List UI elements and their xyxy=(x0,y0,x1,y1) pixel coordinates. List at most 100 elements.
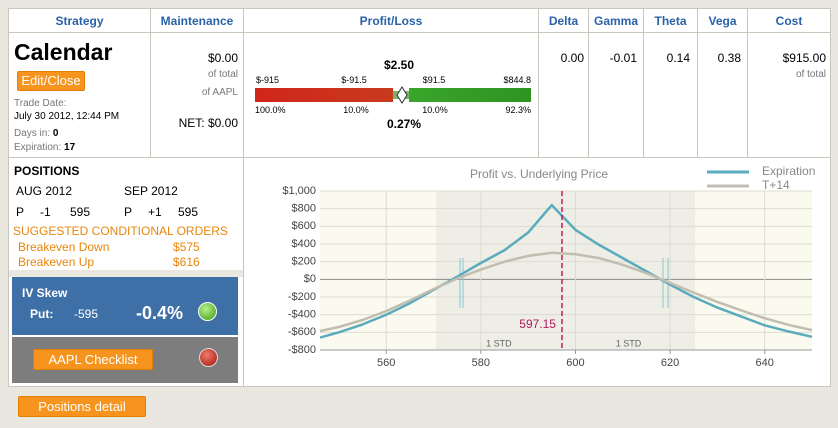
header-cell: Theta xyxy=(643,8,698,33)
gamma-value: -0.01 xyxy=(609,51,637,65)
strategy-name: Calendar xyxy=(14,39,113,65)
cost-note: of total xyxy=(795,69,826,80)
x-tick-label: 580 xyxy=(472,357,490,369)
maintenance-note: of AAPL xyxy=(201,87,238,98)
header-cell: Maintenance xyxy=(150,8,244,33)
delta-cell: 0.00 xyxy=(538,32,589,158)
price-label: 597.15 xyxy=(519,317,556,331)
header-cell: Gamma xyxy=(588,8,644,33)
checklist-button[interactable]: AAPL Checklist xyxy=(33,349,153,370)
theta-value: 0.14 xyxy=(666,51,690,65)
strategy-cell: Calendar Edit/Close Trade Date: July 30 … xyxy=(8,32,151,158)
maintenance-note: of total xyxy=(207,69,238,80)
leg-qty: +1 xyxy=(148,205,162,219)
pl-bottom-label: 92.3% xyxy=(505,105,531,115)
std-label: 1 STD xyxy=(616,338,642,348)
header-cell: Strategy xyxy=(8,8,151,33)
leg-strike: 595 xyxy=(178,205,199,219)
pl-marker xyxy=(396,86,408,104)
maintenance-cell: $0.00 of total of AAPL NET: $0.00 xyxy=(150,32,244,158)
y-tick-label: -$400 xyxy=(288,309,316,321)
profit-loss-cell: $2.50 $-915 $-91.5 $91.5 $844.8 100.0% 1… xyxy=(243,32,539,158)
cost-cell: $915.00 of total xyxy=(747,32,831,158)
chart-title: Profit vs. Underlying Price xyxy=(470,167,608,181)
y-tick-label: $0 xyxy=(304,273,316,285)
iv-skew-label: Put: xyxy=(30,307,54,321)
x-tick-label: 560 xyxy=(377,357,395,369)
pl-bottom-label: 10.0% xyxy=(343,105,369,115)
pl-top-label: $-91.5 xyxy=(341,75,367,85)
chart: Profit vs. Underlying Price -$800 -$600 -$4… xyxy=(282,164,815,369)
cost-value: $915.00 xyxy=(782,51,826,65)
days-in: Days in: 0 xyxy=(14,128,58,139)
positions-panel: POSITIONS AUG 2012 SEP 2012 P -1 595 P +… xyxy=(8,157,244,387)
days-in-value: 0 xyxy=(52,128,59,139)
loss-bar xyxy=(255,88,393,102)
pl-top-label: $91.5 xyxy=(423,75,446,85)
series-line xyxy=(319,251,813,333)
positions-detail-button[interactable]: Positions detail xyxy=(18,396,146,417)
header-cell: Delta xyxy=(538,8,589,33)
x-tick-label: 600 xyxy=(566,357,584,369)
order-price: $575 xyxy=(173,240,200,254)
pl-percent: 0.27% xyxy=(387,117,421,131)
pl-bottom-label: 10.0% xyxy=(422,105,448,115)
edit-close-button[interactable]: Edit/Close xyxy=(17,71,85,91)
pl-center: $2.50 xyxy=(384,58,414,72)
header-cell: Profit/Loss xyxy=(243,8,539,33)
suggested-title: SUGGESTED CONDITIONAL ORDERS xyxy=(13,224,228,238)
leg-month: AUG 2012 xyxy=(16,184,73,198)
iv-skew-box: IV Skew Put: -595 -0.4% xyxy=(12,277,238,335)
profit-loss-meter: $2.50 $-915 $-91.5 $91.5 $844.8 100.0% 1… xyxy=(255,58,531,131)
y-tick-label: $200 xyxy=(292,256,316,268)
gamma-cell: -0.01 xyxy=(588,32,644,158)
series-line xyxy=(319,203,813,339)
trade-date: July 30 2012, 12:44 PM xyxy=(14,111,120,122)
order-name[interactable]: Breakeven Up xyxy=(18,255,95,269)
y-tick-label: -$200 xyxy=(288,291,316,303)
delta-value: 0.00 xyxy=(560,51,584,65)
vega-cell: 0.38 xyxy=(697,32,748,158)
leg-type: P xyxy=(124,205,133,219)
expiration-label: Expiration: xyxy=(14,142,62,153)
x-tick-label: 640 xyxy=(756,357,774,369)
order-name[interactable]: Breakeven Down xyxy=(18,240,110,254)
y-tick-label: $1,000 xyxy=(282,185,316,197)
pl-top-label: $-915 xyxy=(256,75,279,85)
expiration: Expiration: 17 xyxy=(14,142,75,153)
header-cell: Cost xyxy=(747,8,831,33)
leg-type: P xyxy=(16,205,25,219)
status-light xyxy=(199,348,218,367)
pl-top-label: $844.8 xyxy=(503,75,531,85)
header-cell: Vega xyxy=(697,8,748,33)
legend-label: T+14 xyxy=(762,178,790,192)
leg-qty: -1 xyxy=(40,205,51,219)
maintenance-value: $0.00 xyxy=(207,51,238,65)
positions-title: POSITIONS xyxy=(14,164,80,178)
leg-month: SEP 2012 xyxy=(124,184,178,198)
days-in-label: Days in: xyxy=(14,128,51,139)
x-tick-label: 620 xyxy=(661,357,679,369)
status-light xyxy=(198,302,217,321)
chart-panel: Profit vs. Underlying Price -$800 -$600 -$4… xyxy=(243,157,831,387)
iv-skew-title: IV Skew xyxy=(22,286,68,300)
std-band xyxy=(435,191,696,350)
legend-label: Expiration xyxy=(762,164,815,178)
trade-date-label: Trade Date: xyxy=(14,98,67,109)
checklist-box: AAPL Checklist xyxy=(12,337,238,383)
y-tick-label: -$800 xyxy=(288,344,316,356)
gain-bar xyxy=(409,88,531,102)
maintenance-net: NET: $0.00 xyxy=(178,116,238,130)
expiration-value: 17 xyxy=(64,142,76,153)
y-tick-label: -$600 xyxy=(288,326,316,338)
separator xyxy=(9,270,243,277)
pl-bottom-label: 100.0% xyxy=(255,105,286,115)
y-tick-label: $800 xyxy=(292,203,316,215)
leg-strike: 595 xyxy=(70,205,91,219)
vega-value: 0.38 xyxy=(717,51,741,65)
iv-skew-value: -0.4% xyxy=(136,303,184,323)
iv-skew-strike: -595 xyxy=(74,307,99,321)
order-price: $616 xyxy=(173,255,200,269)
y-tick-label: $600 xyxy=(292,220,316,232)
